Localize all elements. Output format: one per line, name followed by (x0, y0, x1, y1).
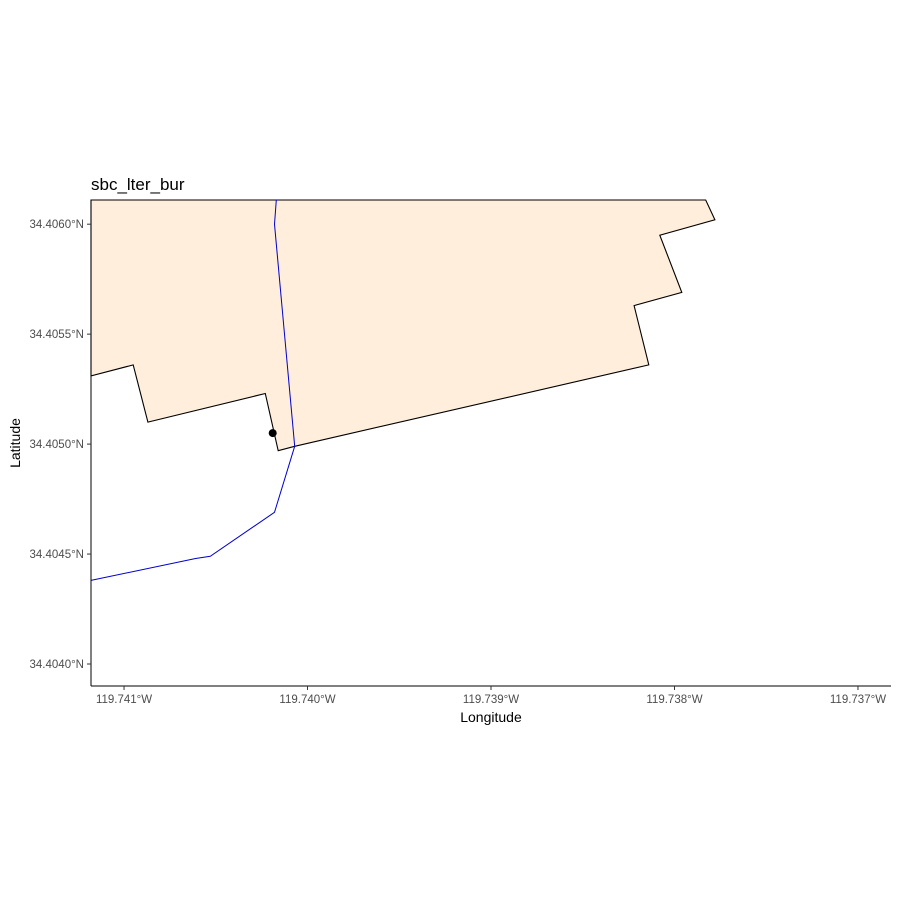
y-tick-label: 34.4050°N (30, 439, 84, 451)
x-tick-label: 119.738°W (646, 694, 702, 706)
x-tick-label: 119.737°W (830, 694, 886, 706)
y-tick-label: 34.4055°N (30, 329, 84, 341)
map-panel (90, 199, 716, 581)
y-tick-label: 34.4060°N (30, 219, 84, 231)
y-tick-label: 34.4045°N (30, 549, 84, 561)
stream-line-north (273, 199, 296, 447)
y-axis-title: Latitude (7, 418, 23, 468)
land-area-polygon (90, 199, 716, 452)
x-axis-ticks: 119.741°W 119.740°W 119.739°W 119.738°W 119.… (96, 686, 886, 706)
stream-line-south (90, 446, 296, 581)
plot-title: sbc_lter_bur (91, 175, 185, 194)
y-tick-label: 34.4040°N (30, 659, 84, 671)
sampling-site-point (268, 429, 277, 438)
x-tick-label: 119.741°W (96, 694, 152, 706)
y-axis-ticks: 34.4040°N 34.4045°N 34.4050°N 34.4055°N 34.4… (30, 219, 91, 671)
x-axis-title: Longitude (460, 709, 522, 725)
x-tick-label: 119.740°W (279, 694, 335, 706)
x-tick-label: 119.739°W (463, 694, 519, 706)
